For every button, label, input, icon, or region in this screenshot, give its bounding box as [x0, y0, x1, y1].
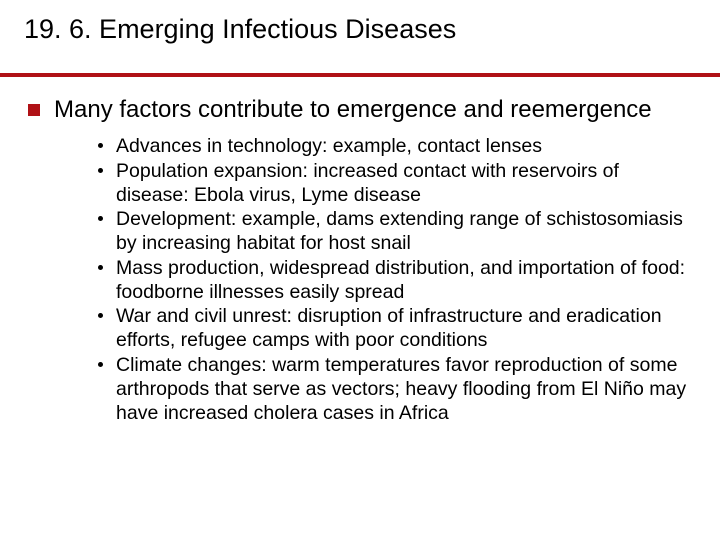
level2-item: Population expansion: increased contact … — [116, 160, 696, 208]
slide: 19. 6. Emerging Infectious Diseases Many… — [0, 0, 720, 540]
dot-bullet-icon — [98, 143, 103, 148]
dot-bullet-icon — [98, 216, 103, 221]
level2-item: Mass production, widespread distribution… — [116, 257, 696, 305]
square-bullet-icon — [28, 104, 40, 116]
level2-text: Development: example, dams extending ran… — [116, 208, 683, 254]
level2-list: Advances in technology: example, contact… — [54, 135, 696, 425]
dot-bullet-icon — [98, 168, 103, 173]
level1-item: Many factors contribute to emergence and… — [54, 95, 696, 425]
dot-bullet-icon — [98, 362, 103, 367]
level2-item: Advances in technology: example, contact… — [116, 135, 696, 159]
level1-text: Many factors contribute to emergence and… — [54, 96, 652, 123]
level2-text: Advances in technology: example, contact… — [116, 135, 542, 157]
level2-item: Climate changes: warm temperatures favor… — [116, 354, 696, 425]
level1-list: Many factors contribute to emergence and… — [24, 95, 696, 425]
dot-bullet-icon — [98, 265, 103, 270]
title-rule — [0, 73, 720, 77]
slide-title: 19. 6. Emerging Infectious Diseases — [24, 14, 696, 55]
dot-bullet-icon — [98, 313, 103, 318]
level2-text: War and civil unrest: disruption of infr… — [116, 305, 662, 351]
level2-text: Population expansion: increased contact … — [116, 160, 619, 206]
level2-text: Climate changes: warm temperatures favor… — [116, 354, 686, 424]
level2-item: War and civil unrest: disruption of infr… — [116, 305, 696, 353]
level2-text: Mass production, widespread distribution… — [116, 257, 685, 303]
level2-item: Development: example, dams extending ran… — [116, 208, 696, 256]
